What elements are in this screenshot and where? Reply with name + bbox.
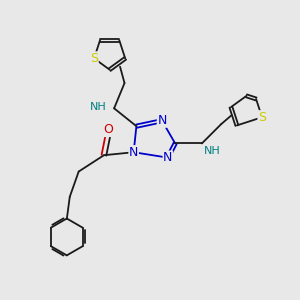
Text: S: S: [258, 111, 266, 124]
Text: NH: NH: [204, 146, 221, 156]
Text: NH: NH: [90, 102, 107, 112]
Text: O: O: [103, 123, 113, 136]
Text: N: N: [129, 146, 138, 159]
Text: S: S: [90, 52, 98, 65]
Text: N: N: [158, 114, 167, 127]
Text: N: N: [163, 151, 172, 164]
